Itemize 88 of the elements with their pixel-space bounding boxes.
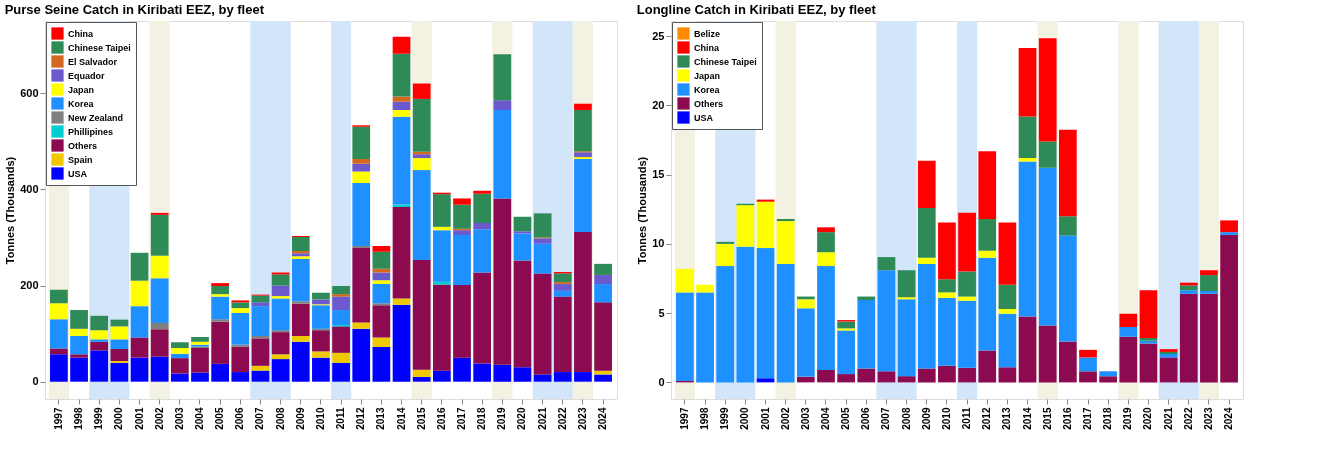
x-tick-label: 2012 xyxy=(355,407,367,430)
x-tick-label: 2006 xyxy=(860,407,872,430)
x-tick-label: 2012 xyxy=(981,407,993,430)
x-tick-label: 1998 xyxy=(699,407,711,430)
legend-label: Phillipines xyxy=(68,126,114,137)
x-tick-label: 2017 xyxy=(456,407,468,430)
x-tick-label: 2009 xyxy=(920,407,932,430)
y-tick-label: 15 xyxy=(652,168,665,181)
x-tick-label: 2004 xyxy=(193,407,205,430)
legend-label: Others xyxy=(694,98,724,109)
y-tick-label: 25 xyxy=(652,29,665,42)
x-tick-label: 2024 xyxy=(1223,407,1235,430)
x-tick-label: 2002 xyxy=(153,407,165,430)
x-tick-label: 2018 xyxy=(476,407,488,430)
x-tick-label: 2000 xyxy=(739,407,751,430)
x-tick-label: 2013 xyxy=(1001,407,1013,430)
x-tick-label: 2011 xyxy=(335,407,347,430)
y-tick-label: 0 xyxy=(658,375,665,388)
y-tick-label: 400 xyxy=(20,182,39,195)
x-tick-label: 2018 xyxy=(1102,407,1114,430)
legend-label: Others xyxy=(68,140,98,151)
x-tick-label: 2003 xyxy=(173,407,185,430)
y-axis-title: Tonnes (Thousands) xyxy=(636,156,649,265)
x-tick-label: 2016 xyxy=(435,407,447,430)
legend-label: Equador xyxy=(68,70,105,81)
x-tick-label: 2015 xyxy=(1041,407,1053,430)
x-tick-label: 2020 xyxy=(516,407,528,430)
legend-label: Korea xyxy=(68,98,95,109)
legend-label: USA xyxy=(694,112,714,123)
chart-title: Longline Catch in Kiribati EEZ, by fleet xyxy=(636,2,877,17)
x-tick-label: 2005 xyxy=(214,407,226,430)
x-tick-label: 2017 xyxy=(1082,407,1094,430)
y-tick-label: 5 xyxy=(658,306,665,319)
x-tick-label: 2013 xyxy=(375,407,387,430)
x-tick-label: 2007 xyxy=(254,407,266,430)
y-tick-label: 0 xyxy=(32,375,39,388)
x-tick-label: 2007 xyxy=(880,407,892,430)
x-tick-label: 1998 xyxy=(73,407,85,430)
legend-label: Japan xyxy=(694,70,721,81)
x-tick-label: 1999 xyxy=(93,407,105,430)
legend-label: New Zealand xyxy=(68,112,124,123)
x-tick-label: 2005 xyxy=(840,407,852,430)
legend-label: USA xyxy=(68,168,88,179)
x-tick-label: 2023 xyxy=(1202,407,1214,430)
x-tick-label: 2023 xyxy=(576,407,588,430)
x-tick-label: 2014 xyxy=(1021,407,1033,430)
y-tick-label: 200 xyxy=(20,279,39,291)
legend-label: Korea xyxy=(694,84,721,95)
x-tick-label: 1999 xyxy=(719,407,731,430)
y-axis-title: Tonnes (Thousands) xyxy=(4,156,17,265)
x-tick-label: 2010 xyxy=(314,407,326,430)
x-tick-label: 2019 xyxy=(1122,407,1134,430)
x-tick-label: 2001 xyxy=(759,407,771,430)
x-tick-label: 2021 xyxy=(536,407,548,430)
x-tick-label: 2008 xyxy=(900,407,912,430)
x-tick-label: 2011 xyxy=(961,407,973,430)
x-tick-label: 2006 xyxy=(234,407,246,430)
y-tick-label: 600 xyxy=(20,86,39,99)
y-tick-label: 10 xyxy=(652,237,665,250)
legend-label: El Salvador xyxy=(68,56,118,67)
legend-label: Japan xyxy=(68,84,95,95)
x-tick-label: 2020 xyxy=(1142,407,1154,430)
x-tick-label: 2008 xyxy=(274,407,286,430)
x-tick-label: 2022 xyxy=(1182,407,1194,430)
legend-label: Chinese Taipei xyxy=(694,56,757,67)
x-tick-label: 2014 xyxy=(395,407,407,430)
legend-label: China xyxy=(68,28,94,39)
legend-label: Spain xyxy=(68,154,93,165)
x-tick-label: 2009 xyxy=(294,407,306,430)
x-tick-label: 2021 xyxy=(1162,407,1174,430)
x-tick-label: 2000 xyxy=(113,407,125,430)
x-tick-label: 2022 xyxy=(556,407,568,430)
x-tick-label: 2004 xyxy=(819,407,831,430)
x-tick-label: 2010 xyxy=(940,407,952,430)
legend-label: Chinese Taipei xyxy=(68,42,131,53)
x-tick-label: 2015 xyxy=(415,407,427,430)
chart-title: Purse Seine Catch in Kiribati EEZ, by fleet xyxy=(4,2,265,17)
x-tick-label: 2003 xyxy=(799,407,811,430)
legend-label: Belize xyxy=(694,28,721,39)
x-tick-label: 2024 xyxy=(597,407,609,430)
x-tick-label: 2002 xyxy=(779,407,791,430)
x-tick-label: 2016 xyxy=(1061,407,1073,430)
legend-label: China xyxy=(694,42,720,53)
x-tick-label: 2019 xyxy=(496,407,508,430)
x-tick-label: 1997 xyxy=(52,407,64,430)
x-tick-label: 2001 xyxy=(133,407,145,430)
y-tick-label: 20 xyxy=(652,98,665,111)
x-tick-label: 1997 xyxy=(678,407,690,430)
